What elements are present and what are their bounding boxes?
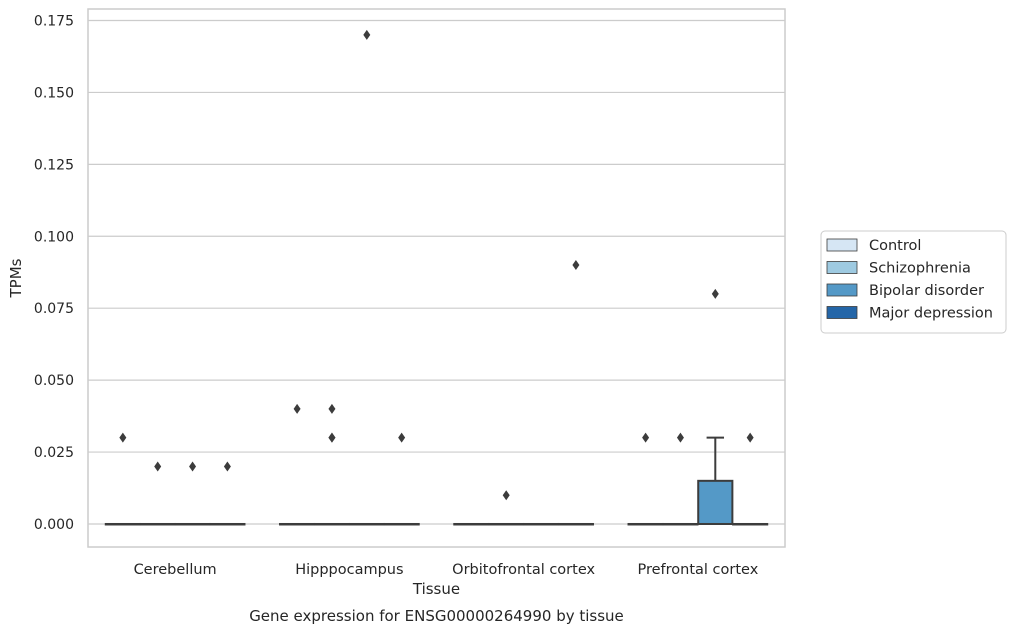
y-tick-label: 0.075 (34, 301, 74, 317)
y-tick-label: 0.175 (34, 14, 74, 30)
outlier-point (746, 432, 754, 443)
outlier-point (711, 288, 719, 299)
x-axis-label: Tissue (412, 580, 460, 598)
chart-caption: Gene expression for ENSG00000264990 by t… (249, 607, 624, 625)
outlier-point (328, 403, 336, 414)
outlier-point (572, 260, 580, 271)
x-tick-label: Cerebellum (134, 562, 217, 578)
outlier-point (154, 461, 162, 472)
y-tick-label: 0.025 (34, 445, 74, 461)
x-tick-label: Hipppocampus (295, 562, 403, 578)
legend-label: Major depression (869, 306, 993, 322)
legend-frame (820, 230, 1007, 334)
legend-label: Control (869, 238, 921, 254)
outlier-point (363, 29, 371, 40)
y-axis-label: TPMs (7, 258, 25, 298)
y-tick-label: 0.100 (34, 229, 74, 245)
y-tick-label: 0.050 (34, 373, 74, 389)
outlier-point (398, 432, 406, 443)
outlier-point (223, 461, 231, 472)
legend-swatch (826, 238, 858, 252)
x-tick-labels: Cerebellum Hipppocampus Orbitofrontal cort… (134, 562, 759, 578)
box-plot-marks (104, 29, 769, 526)
y-tick-label: 0.125 (34, 157, 74, 173)
outlier-point (119, 432, 127, 443)
legend-label: Schizophrenia (869, 261, 971, 277)
legend-swatch (826, 261, 858, 274)
outlier-point (189, 461, 197, 472)
y-tick-label: 0.000 (34, 517, 74, 533)
legend-label: Bipolar disorder (869, 283, 984, 299)
x-tick-label: Prefrontal cortex (637, 562, 758, 578)
legend-swatch (826, 283, 858, 297)
outlier-point (642, 432, 650, 443)
outlier-point (328, 432, 336, 443)
y-tick-label: 0.150 (34, 85, 74, 101)
y-tick-labels: 0.000 0.025 0.050 0.075 0.100 0.125 0.150 0.175 (34, 14, 74, 533)
plot-frame (87, 8, 786, 548)
outlier-point (293, 403, 301, 414)
outlier-point (676, 432, 684, 443)
outlier-point (502, 490, 510, 501)
legend-swatch (826, 306, 858, 319)
legend: Control Schizophrenia Bipolar disorder Majo… (820, 230, 1007, 334)
y-gridlines (88, 19, 785, 525)
x-tick-label: Orbitofrontal cortex (452, 562, 595, 578)
box (697, 479, 734, 525)
